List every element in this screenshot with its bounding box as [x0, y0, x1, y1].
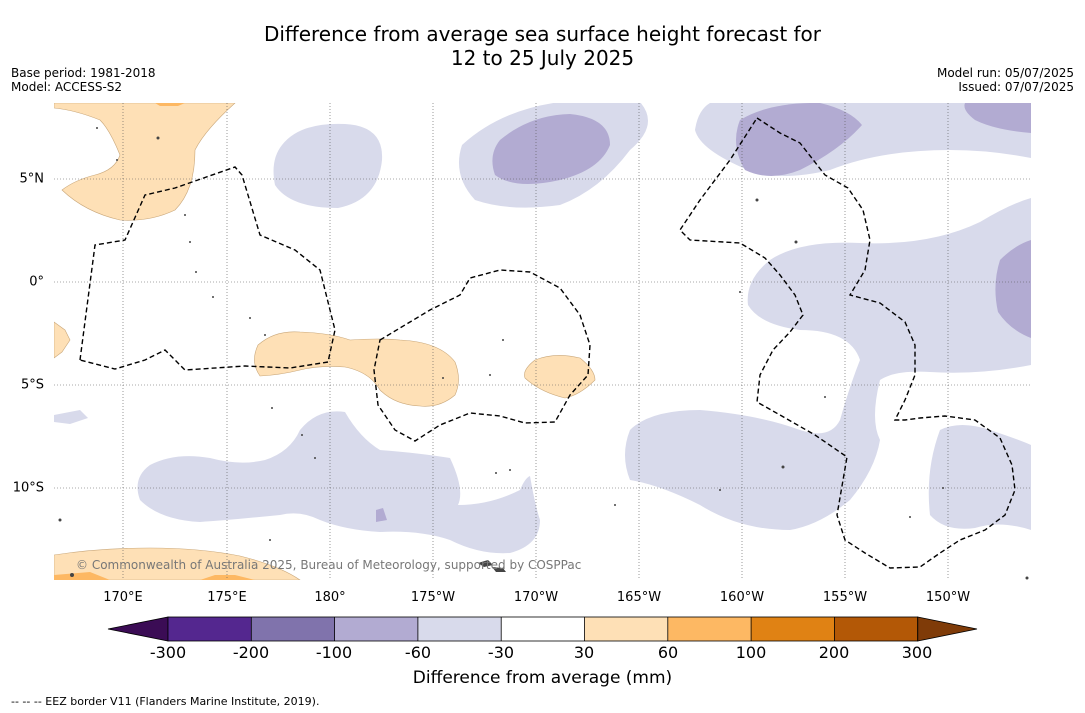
- colorbar-title: Difference from average (mm): [412, 668, 673, 688]
- colorbar-segment: [251, 617, 335, 641]
- lat-label-10s: 10°S: [12, 480, 44, 496]
- colorbar-segment: [168, 617, 252, 641]
- colorbar-tick: 30: [573, 643, 595, 662]
- meta-left: Base period: 1981-2018 Model: ACCESS-S2: [11, 66, 156, 94]
- colorbar-segment: [667, 617, 752, 641]
- lon-label-170e: 170°E: [103, 590, 143, 605]
- lon-label-155w: 155°W: [822, 590, 868, 605]
- lat-label-5s: 5°S: [20, 377, 44, 393]
- model-run-label: Model run: 05/07/2025: [936, 66, 1074, 80]
- copyright-credit: © Commonwealth of Australia 2025, Bureau…: [76, 558, 582, 572]
- lat-label-0: 0°: [29, 274, 44, 290]
- colorbar-segment: [417, 617, 502, 641]
- colorbar-segment: [334, 617, 418, 641]
- colorbar-tick: -300: [149, 643, 187, 662]
- colorbar-tick: -100: [315, 643, 353, 662]
- anomaly-medium-purple: [376, 103, 1031, 522]
- lon-label-175e: 175°E: [207, 590, 247, 605]
- colorbar-segment: [751, 617, 835, 641]
- anomaly-light-orange: [54, 103, 596, 580]
- map-title-line1: Difference from average sea surface heig…: [263, 22, 822, 46]
- graticule: [54, 103, 1031, 580]
- model-label: Model: ACCESS-S2: [11, 80, 123, 94]
- colorbar-tick: 300: [901, 643, 933, 662]
- meta-right: Model run: 05/07/2025 Issued: 07/07/2025: [937, 66, 1074, 94]
- colorbar-tick: 100: [735, 643, 767, 662]
- colorbar-tick: 60: [657, 643, 679, 662]
- colorbar-segment: [501, 617, 585, 641]
- lon-label-160w: 160°W: [719, 590, 765, 605]
- eez-borders: [79, 117, 1016, 569]
- lon-label-150w: 150°W: [925, 590, 971, 605]
- lon-label-170w: 170°W: [513, 590, 559, 605]
- map-svg: [54, 103, 1031, 580]
- colorbar-extend-high: [917, 616, 978, 642]
- base-period-label: Base period: 1981-2018: [11, 66, 156, 80]
- colorbar-extend-low: [107, 616, 169, 642]
- lon-label-180: 180°: [314, 590, 346, 605]
- colorbar-segment: [834, 617, 918, 641]
- lat-label-5n: 5°N: [19, 171, 45, 187]
- lon-label-165w: 165°W: [616, 590, 662, 605]
- issued-label: Issued: 07/07/2025: [958, 80, 1074, 94]
- colorbar-segment: [584, 617, 668, 641]
- map-title-line2: 12 to 25 July 2025: [450, 46, 635, 70]
- anomaly-medium-orange: [54, 103, 255, 580]
- eez-footnote: -- -- -- EEZ border V11 (Flanders Marine…: [11, 695, 320, 708]
- colorbar-tick: -30: [487, 643, 515, 662]
- islands: [58, 127, 1029, 580]
- colorbar-tick: -60: [404, 643, 432, 662]
- colorbar: [107, 616, 978, 642]
- lon-label-175w: 175°W: [410, 590, 456, 605]
- map-panel: [54, 103, 1031, 580]
- colorbar-tick: -200: [232, 643, 270, 662]
- colorbar-tick: 200: [818, 643, 850, 662]
